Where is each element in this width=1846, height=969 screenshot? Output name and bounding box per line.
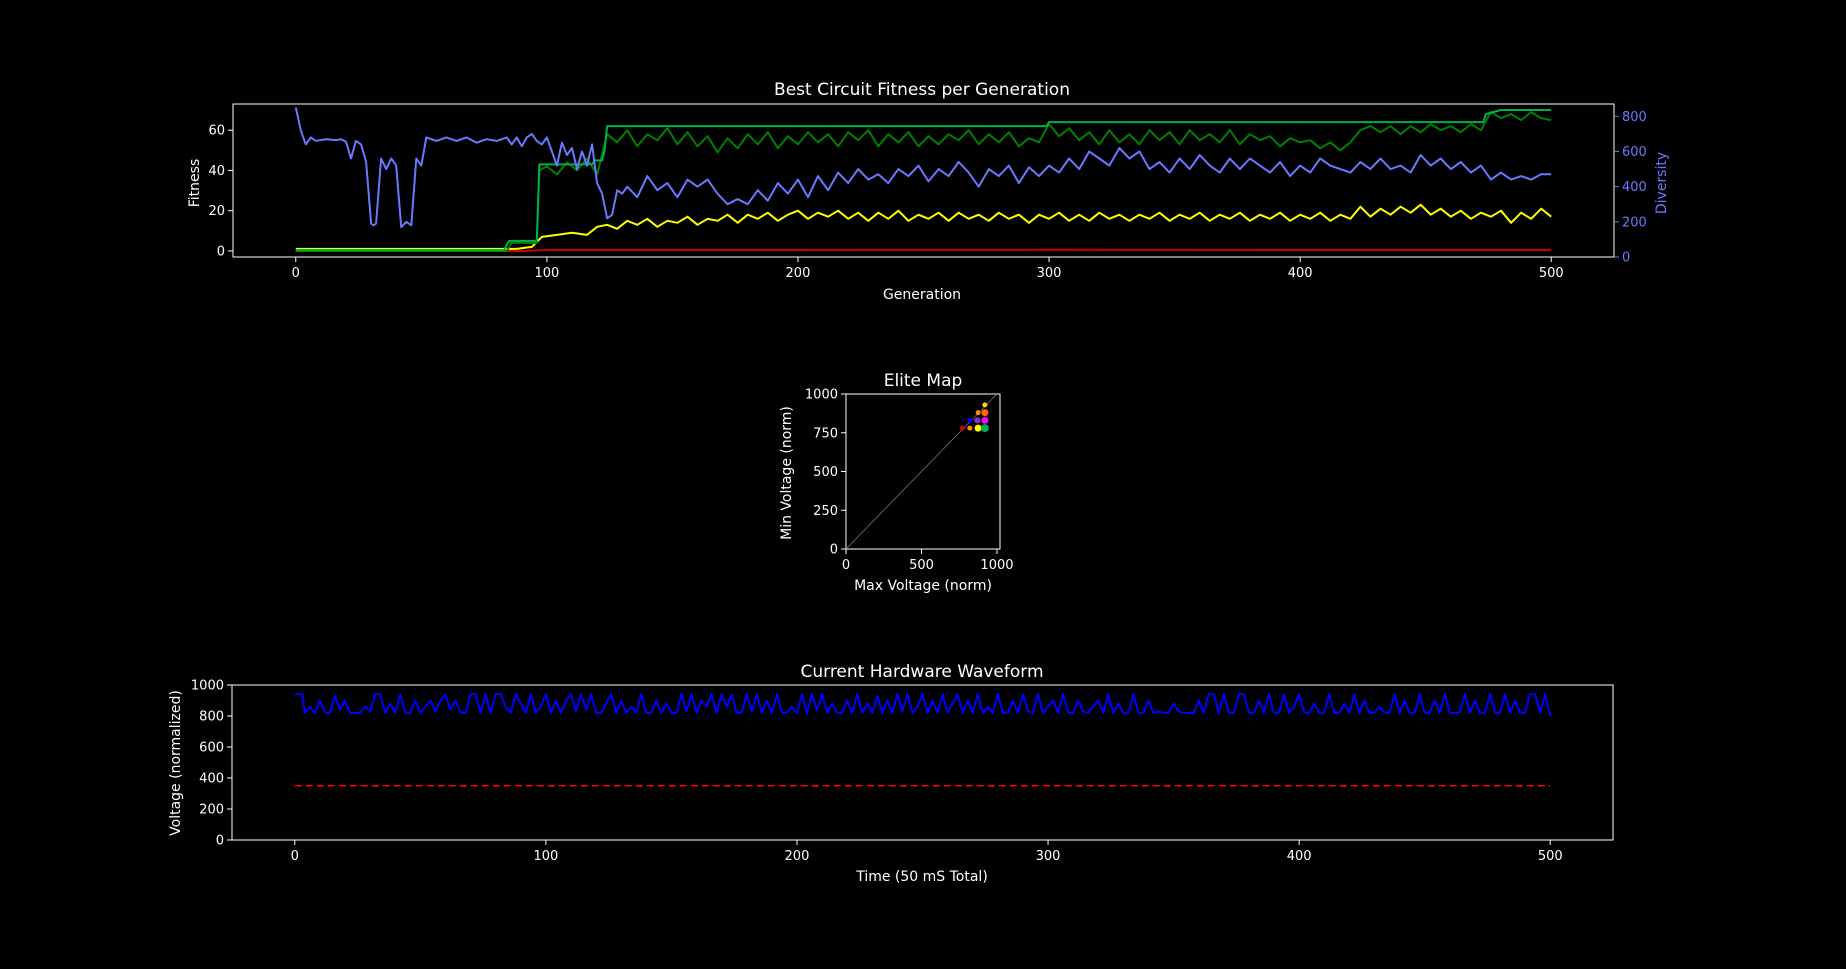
diversity-y-tick-label: 0 xyxy=(1622,251,1630,266)
fitness-x-tick-label: 0 xyxy=(292,266,300,281)
fitness-y-tick-label: 60 xyxy=(208,124,225,139)
diversity-y-tick-label: 400 xyxy=(1622,180,1647,195)
waveform-y-tick-label: 800 xyxy=(199,710,224,725)
fitness-x-tick-label: 100 xyxy=(534,266,559,281)
waveform-y-tick-label: 0 xyxy=(216,834,224,849)
elite-map-y-tick-label: 1000 xyxy=(805,388,838,403)
waveform-x-tick-label: 100 xyxy=(533,849,558,864)
elite-map-point xyxy=(982,402,987,407)
waveform-x-tick-label: 400 xyxy=(1287,849,1312,864)
fitness-y-axis-label: Fitness xyxy=(187,159,203,208)
fitness-y-tick-label: 40 xyxy=(208,164,225,179)
elite-map-title: Elite Map xyxy=(884,371,963,391)
elite-map-point xyxy=(981,424,989,432)
waveform-x-axis-label: Time (50 mS Total) xyxy=(855,869,988,885)
diversity-y-tick-label: 200 xyxy=(1622,215,1647,230)
elite-map-point xyxy=(960,426,965,431)
waveform-y-tick-label: 1000 xyxy=(191,679,224,694)
waveform-x-tick-label: 0 xyxy=(291,849,299,864)
fitness-x-axis-label: Generation xyxy=(883,287,961,303)
fitness-x-tick-label: 300 xyxy=(1037,266,1062,281)
waveform-x-tick-label: 200 xyxy=(785,849,810,864)
fitness-y-tick-label: 0 xyxy=(217,244,225,259)
waveform-x-tick-label: 500 xyxy=(1538,849,1563,864)
waveform-chart-title: Current Hardware Waveform xyxy=(800,662,1043,682)
waveform-x-tick-label: 300 xyxy=(1036,849,1061,864)
elite-map-y-tick-label: 750 xyxy=(813,426,838,441)
elite-map-y-tick-label: 250 xyxy=(813,504,838,519)
elite-map-point xyxy=(974,417,980,423)
waveform-y-tick-label: 600 xyxy=(199,741,224,756)
diversity-y-axis-label: Diversity xyxy=(1654,152,1670,214)
elite-map-point xyxy=(967,418,972,423)
waveform-y-axis-label: Voltage (normalized) xyxy=(168,690,184,836)
elite-map-point xyxy=(976,410,981,415)
elite-map-x-tick-label: 500 xyxy=(909,558,934,573)
elite-map-x-tick-label: 0 xyxy=(842,558,850,573)
fitness-chart-title: Best Circuit Fitness per Generation xyxy=(774,80,1070,100)
fitness-y-tick-label: 20 xyxy=(208,204,225,219)
elite-map-x-tick-label: 1000 xyxy=(980,558,1013,573)
fitness-x-tick-label: 200 xyxy=(786,266,811,281)
elite-map-point xyxy=(975,425,982,432)
elite-map-y-tick-label: 500 xyxy=(813,465,838,480)
diversity-y-tick-label: 800 xyxy=(1622,110,1647,125)
elite-map-y-axis-label: Min Voltage (norm) xyxy=(779,406,795,540)
fitness-x-tick-label: 400 xyxy=(1288,266,1313,281)
fitness-x-tick-label: 500 xyxy=(1539,266,1564,281)
diversity-y-tick-label: 600 xyxy=(1622,145,1647,160)
elite-map-y-tick-label: 0 xyxy=(830,543,838,558)
waveform-y-tick-label: 400 xyxy=(199,772,224,787)
elite-map-x-axis-label: Max Voltage (norm) xyxy=(854,578,992,594)
elite-map-point xyxy=(981,409,988,416)
elite-map-point xyxy=(981,417,988,424)
elite-map-point xyxy=(967,426,972,431)
waveform-y-tick-label: 200 xyxy=(199,803,224,818)
